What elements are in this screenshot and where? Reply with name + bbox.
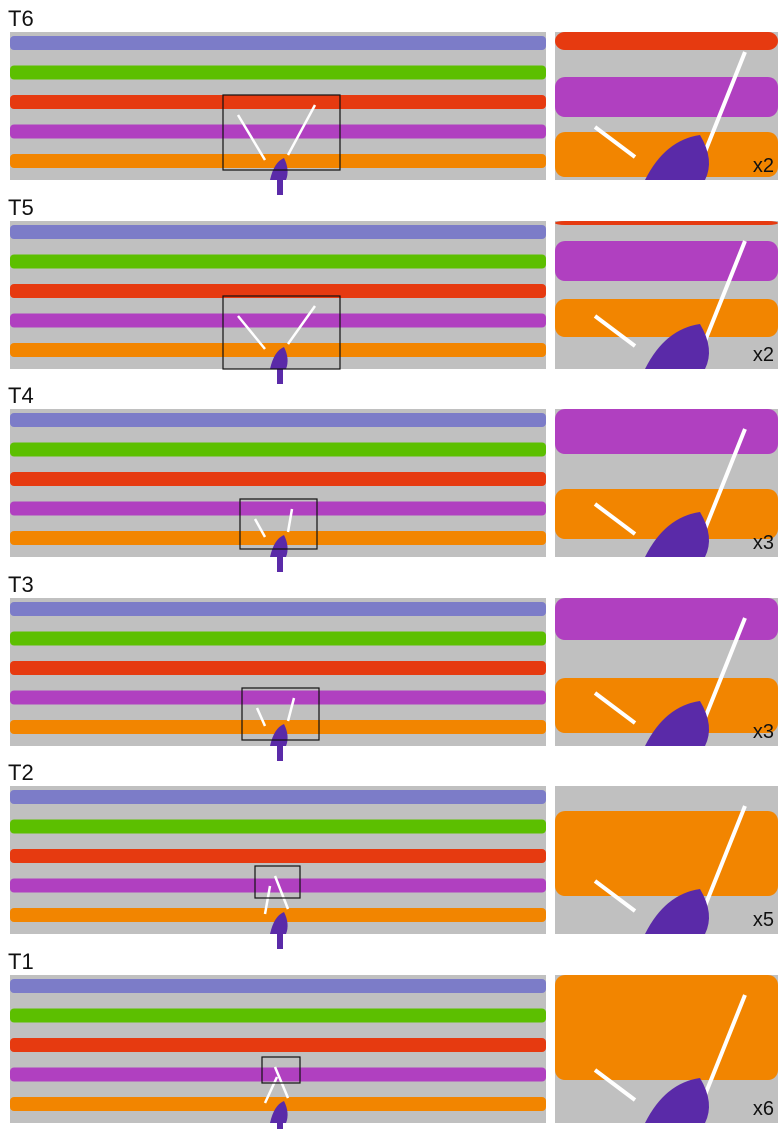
layer xyxy=(10,95,546,109)
zoom-factor: x2 xyxy=(753,344,774,366)
panel-row: T6 x2 xyxy=(8,6,778,195)
indenter-stem xyxy=(277,934,283,949)
layer xyxy=(10,849,546,863)
zoom-factor: x6 xyxy=(753,1098,774,1120)
layer xyxy=(555,221,778,225)
layer xyxy=(10,820,546,834)
time-label: T1 xyxy=(8,949,34,974)
layer xyxy=(10,602,546,616)
zoom-factor: x2 xyxy=(753,155,774,177)
layer xyxy=(10,66,546,80)
layer xyxy=(555,811,778,896)
time-label: T3 xyxy=(8,572,34,597)
layer xyxy=(10,661,546,675)
layer xyxy=(10,632,546,646)
layer xyxy=(10,472,546,486)
layer xyxy=(10,413,546,427)
indenter-stem xyxy=(277,746,283,761)
layer xyxy=(10,225,546,239)
panel-row: T4 x3 xyxy=(8,383,778,572)
time-label: T2 xyxy=(8,760,34,785)
layer xyxy=(10,443,546,457)
layer xyxy=(10,691,546,705)
layer xyxy=(10,255,546,269)
layer xyxy=(555,299,778,337)
panel-row: T3 x3 xyxy=(8,572,778,761)
layer xyxy=(10,125,546,139)
zoom-factor: x3 xyxy=(753,532,774,554)
indenter-stem xyxy=(277,1123,283,1129)
layer xyxy=(10,36,546,50)
panel-row: T2 x5 xyxy=(8,760,778,949)
layer xyxy=(10,790,546,804)
layer xyxy=(10,1009,546,1023)
layer xyxy=(555,77,778,117)
layer xyxy=(10,502,546,516)
layer xyxy=(555,32,778,50)
indenter-stem xyxy=(277,369,283,384)
layer xyxy=(10,314,546,328)
time-label: T6 xyxy=(8,6,34,31)
indenter-stem xyxy=(277,557,283,572)
zoom-factor: x5 xyxy=(753,909,774,931)
time-label: T4 xyxy=(8,383,34,408)
figure: T6 x2 T5 x2 T4 x3 T3 x3 T2 x5 T1 x6 xyxy=(0,0,783,1129)
panel-row: T5 x2 xyxy=(8,195,778,384)
time-label: T5 xyxy=(8,195,34,220)
indenter-stem xyxy=(277,180,283,195)
zoom-factor: x3 xyxy=(753,721,774,743)
panel-row: T1 x6 xyxy=(8,949,778,1129)
layer xyxy=(10,979,546,993)
layer xyxy=(10,1038,546,1052)
layer xyxy=(555,975,778,1080)
